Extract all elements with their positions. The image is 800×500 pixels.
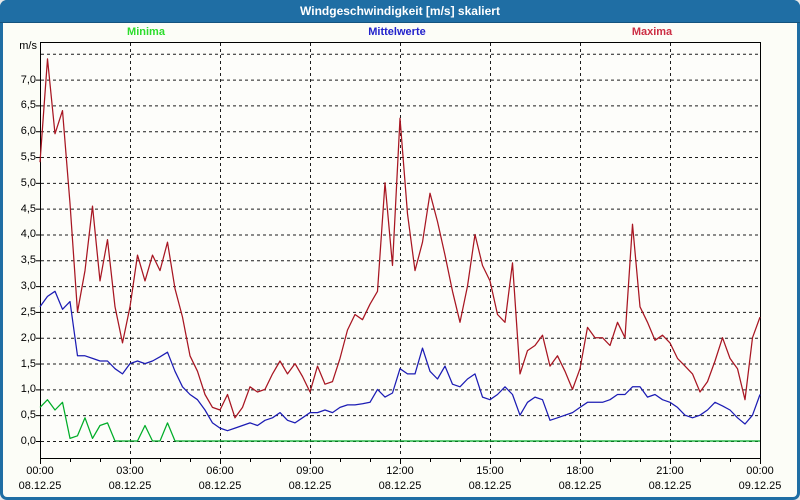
x-tick-time-label: 00:00 bbox=[26, 465, 54, 477]
window-title: Windgeschwindigkeit [m/s] skaliert bbox=[300, 4, 500, 18]
y-tick-label: 1,5 bbox=[20, 357, 36, 370]
x-tick-time-label: 06:00 bbox=[206, 465, 234, 477]
x-tick-time-label: 21:00 bbox=[656, 465, 684, 477]
x-tick-time-label: 12:00 bbox=[386, 465, 414, 477]
legend-maxima: Maxima bbox=[631, 26, 673, 38]
x-tick-date-label: 08.12.25 bbox=[648, 480, 692, 492]
x-tick-date-label: 08.12.25 bbox=[108, 480, 152, 492]
y-tick-label: 0,5 bbox=[20, 409, 36, 422]
y-tick-label: 4,5 bbox=[20, 202, 36, 215]
x-tick-time-label: 18:00 bbox=[566, 465, 594, 477]
legend-minima: Minima bbox=[127, 26, 165, 38]
y-tick-label: 7,0 bbox=[20, 73, 36, 86]
y-tick-label: 4,0 bbox=[20, 228, 36, 241]
x-tick-date-label: 09.12.25 bbox=[738, 480, 782, 492]
x-tick-date-label: 08.12.25 bbox=[378, 480, 422, 492]
y-tick-label: 5,0 bbox=[20, 176, 36, 189]
y-tick-label: 3,0 bbox=[20, 280, 36, 293]
series-line-maxima bbox=[39, 58, 761, 419]
y-tick-label: 6,0 bbox=[20, 125, 36, 138]
window-titlebar[interactable]: Windgeschwindigkeit [m/s] skaliert bbox=[0, 0, 800, 23]
x-tick-date-label: 08.12.25 bbox=[18, 480, 62, 492]
series-line-minima bbox=[39, 399, 760, 442]
y-tick-label: 2,0 bbox=[20, 331, 36, 344]
x-tick-time-label: 09:00 bbox=[296, 465, 324, 477]
legend-mittelwerte: Mittelwerte bbox=[368, 26, 426, 38]
x-tick-time-label: 00:00 bbox=[746, 465, 774, 477]
y-tick-label: 0,0 bbox=[20, 435, 36, 447]
x-tick-date-label: 08.12.25 bbox=[468, 480, 512, 492]
x-tick-time-label: 03:00 bbox=[116, 465, 144, 477]
x-tick-date-label: 08.12.25 bbox=[558, 480, 602, 492]
series-line-mittelwerte bbox=[39, 290, 761, 432]
y-axis-unit-label: m/s bbox=[19, 40, 37, 52]
y-tick-label: 5,5 bbox=[20, 151, 36, 164]
y-tick-label: 3,5 bbox=[20, 254, 36, 267]
y-tick-label: 1,0 bbox=[20, 383, 36, 396]
x-tick-time-label: 15:00 bbox=[476, 465, 504, 477]
x-tick-date-label: 08.12.25 bbox=[288, 480, 332, 492]
x-tick-date-label: 08.12.25 bbox=[198, 480, 242, 492]
y-tick-label: 2,5 bbox=[20, 305, 36, 318]
y-tick-label: 6,5 bbox=[20, 99, 36, 112]
